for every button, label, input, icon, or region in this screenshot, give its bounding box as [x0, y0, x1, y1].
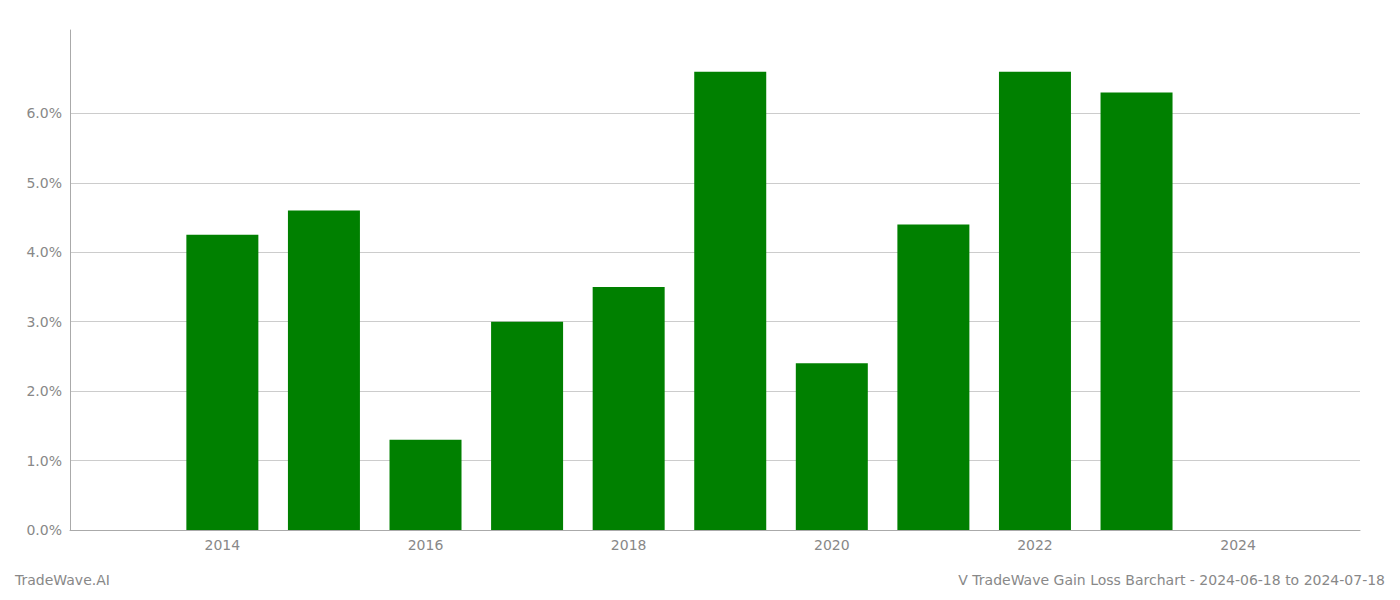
svg-text:2024: 2024 [1220, 537, 1256, 553]
svg-text:6.0%: 6.0% [26, 105, 62, 121]
svg-text:TradeWave.AI: TradeWave.AI [14, 572, 110, 588]
svg-text:4.0%: 4.0% [26, 244, 62, 260]
svg-text:2020: 2020 [814, 537, 850, 553]
svg-text:0.0%: 0.0% [26, 522, 62, 538]
svg-text:2018: 2018 [611, 537, 647, 553]
svg-text:2014: 2014 [205, 537, 241, 553]
svg-text:2016: 2016 [408, 537, 444, 553]
svg-text:2.0%: 2.0% [26, 383, 62, 399]
svg-text:3.0%: 3.0% [26, 314, 62, 330]
svg-text:1.0%: 1.0% [26, 453, 62, 469]
svg-text:V TradeWave Gain Loss Barchart: V TradeWave Gain Loss Barchart - 2024-06… [958, 572, 1385, 588]
svg-text:2022: 2022 [1017, 537, 1053, 553]
svg-text:5.0%: 5.0% [26, 175, 62, 191]
